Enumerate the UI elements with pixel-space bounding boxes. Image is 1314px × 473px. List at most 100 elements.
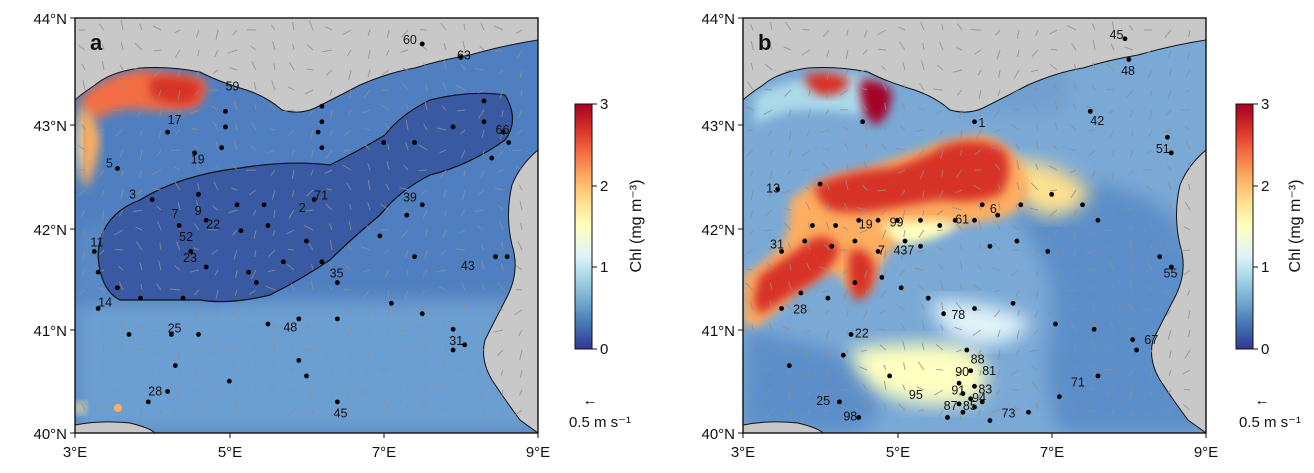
sampling-dot <box>887 374 892 379</box>
sampling-dot <box>798 291 803 296</box>
x-tick-7e-b: 7°E <box>1040 444 1064 461</box>
sampling-dot <box>988 244 993 249</box>
sampling-dot <box>505 254 510 259</box>
sampling-dot <box>1130 337 1135 342</box>
vector-key-arrow-a: ← <box>583 392 598 409</box>
sampling-dot <box>1092 327 1097 332</box>
sampling-dot <box>335 280 340 285</box>
y-tick-42n-a: 42°N <box>33 222 67 239</box>
sampling-dot <box>506 140 511 145</box>
colorbar-tick-3-b: 3 <box>1261 96 1269 113</box>
sampling-dot <box>266 322 271 327</box>
station-label: 11 <box>90 235 103 249</box>
station-label: 55 <box>1164 266 1178 280</box>
sampling-dot <box>266 223 271 228</box>
sampling-dot <box>316 130 321 135</box>
colorbar-label-a: Chl (mg m⁻³) <box>628 180 645 273</box>
sampling-dot <box>945 415 950 420</box>
station-label: 61 <box>955 212 969 226</box>
sampling-dot <box>918 218 923 223</box>
sampling-dot <box>918 244 923 249</box>
station-label: 28 <box>793 303 807 317</box>
station-label: 437 <box>893 244 914 258</box>
sampling-dot <box>304 374 309 379</box>
sampling-dot <box>1018 202 1023 207</box>
sampling-dot <box>1045 249 1050 254</box>
station-label: 42 <box>1090 114 1104 128</box>
vector-key-label-a: 0.5 m s⁻¹ <box>569 414 631 431</box>
sampling-dot <box>941 311 946 316</box>
station-label: 25 <box>168 321 182 335</box>
station-label: 1 <box>978 116 985 130</box>
current-vector <box>116 110 123 111</box>
sampling-dot <box>1126 57 1131 62</box>
sampling-dot <box>1096 374 1101 379</box>
vector-key-arrow-b: ← <box>1255 392 1270 409</box>
current-vector <box>936 369 943 370</box>
sampling-dot <box>493 254 498 259</box>
colorbar-tick-2-b: 2 <box>1261 178 1269 195</box>
station-label: 71 <box>1071 375 1085 389</box>
y-tick-44n-b: 44°N <box>701 11 735 28</box>
x-tick-5e-a: 5°E <box>218 444 242 461</box>
sampling-dot <box>165 130 170 135</box>
station-label: 2 <box>299 201 306 215</box>
x-tick-3e-a: 3°E <box>63 444 87 461</box>
sampling-dot <box>849 332 854 337</box>
sampling-dot <box>420 42 425 47</box>
station-label: 23 <box>183 251 197 265</box>
station-label: 13 <box>766 181 780 195</box>
sampling-dot <box>818 182 823 187</box>
station-label: 73 <box>1002 406 1016 420</box>
sampling-dot <box>841 353 846 358</box>
x-tick-5e-b: 5°E <box>886 444 910 461</box>
y-tick-41n-a: 41°N <box>33 323 67 340</box>
sampling-dot <box>262 202 267 207</box>
sampling-dot <box>825 296 830 301</box>
colorbar-b: 3 2 1 0 Chl (mg m⁻³) <box>1236 96 1304 358</box>
sampling-dot <box>335 399 340 404</box>
sampling-dot <box>377 233 382 238</box>
station-label: 59 <box>225 80 239 94</box>
station-label: 22 <box>206 218 220 232</box>
station-label: 45 <box>1110 28 1124 42</box>
station-label: 95 <box>909 388 923 402</box>
sampling-dot <box>146 399 151 404</box>
sampling-dot <box>223 109 228 114</box>
station-label: 71 <box>314 189 328 203</box>
y-tick-41n-b: 41°N <box>701 323 735 340</box>
colorbar-gradient-a <box>575 104 592 349</box>
x-tick-3e-b: 3°E <box>731 444 755 461</box>
sampling-dot <box>1015 239 1020 244</box>
sampling-dot <box>320 145 325 150</box>
station-label: 48 <box>283 320 297 334</box>
sampling-dot <box>320 259 325 264</box>
sampling-dot <box>787 363 792 368</box>
sampling-dot <box>926 296 931 301</box>
colorbar-tick-2-a: 2 <box>600 178 608 195</box>
sampling-dot <box>381 140 386 145</box>
station-label: 81 <box>982 364 996 378</box>
sampling-dot <box>1080 202 1085 207</box>
current-vector <box>1051 49 1057 50</box>
sampling-dot <box>127 332 132 337</box>
sampling-dot <box>880 275 885 280</box>
sampling-dot <box>937 223 942 228</box>
sampling-dot <box>412 140 417 145</box>
sampling-dot <box>196 332 201 337</box>
sampling-dot <box>246 270 251 275</box>
sampling-dot <box>196 192 201 197</box>
sampling-dot <box>1049 192 1054 197</box>
sampling-dot <box>1096 218 1101 223</box>
sampling-dot <box>852 280 857 285</box>
sampling-dot <box>254 280 259 285</box>
station-label: 19 <box>859 218 873 232</box>
y-axis-b: 44°N 43°N 42°N 41°N 40°N <box>701 11 743 443</box>
colorbar-a: 3 2 1 0 Chl (mg m⁻³) <box>575 96 645 358</box>
station-label: 60 <box>403 33 417 47</box>
sampling-dot <box>1165 135 1170 140</box>
sampling-dot <box>810 223 815 228</box>
sampling-dot <box>489 156 494 161</box>
x-axis-a: 3°E 5°E 7°E 9°E <box>63 433 550 461</box>
current-vector <box>1106 89 1114 90</box>
